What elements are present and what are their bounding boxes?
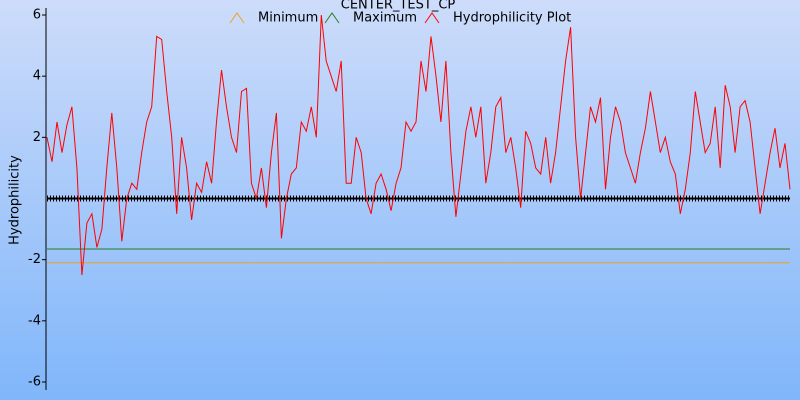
y-tick-label: -4 — [28, 313, 41, 328]
y-tick-label: -2 — [28, 252, 41, 267]
y-tick-label: 4 — [33, 69, 41, 84]
chart-title: CENTER_TEST_CP — [341, 0, 456, 13]
legend-label: Minimum — [258, 11, 318, 26]
y-tick-label: 2 — [33, 130, 41, 145]
legend-symbol — [324, 12, 340, 24]
y-tick-label: 6 — [33, 8, 41, 23]
legend-symbol — [229, 12, 245, 24]
y-axis-label: Hydrophilicity — [8, 155, 23, 245]
legend-label: Maximum — [353, 11, 417, 26]
series-line — [46, 14, 791, 276]
legend-label: Hydrophilicity Plot — [453, 11, 571, 26]
legend-symbol — [424, 12, 440, 24]
y-tick-label: -6 — [28, 375, 41, 390]
